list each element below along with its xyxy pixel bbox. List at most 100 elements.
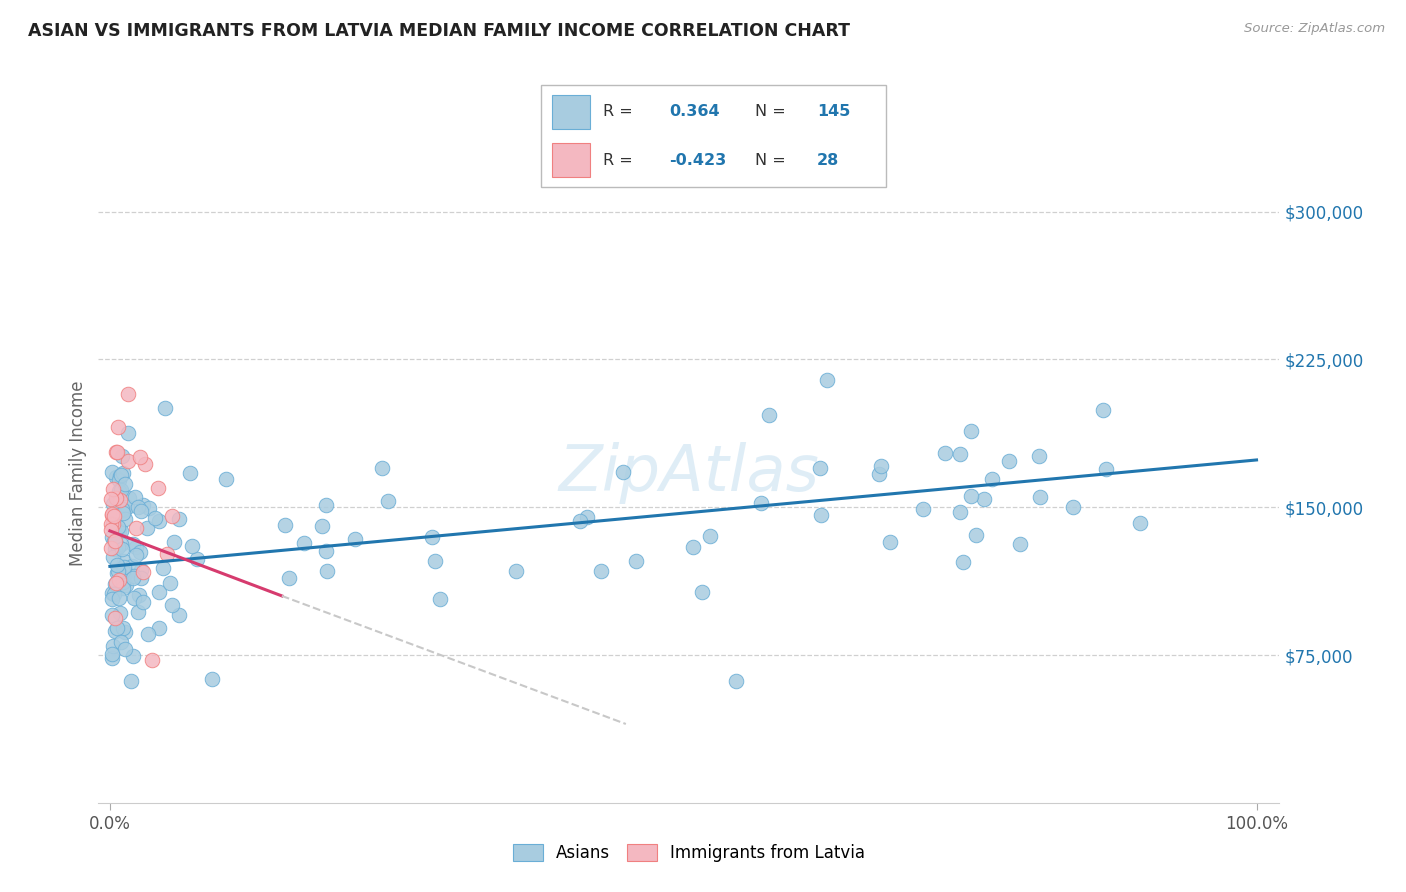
Point — [117, 454, 139, 468]
Point — [124, 490, 146, 504]
Point — [110, 635, 132, 649]
Point — [117, 426, 139, 441]
Point — [101, 507, 124, 521]
Point — [973, 491, 995, 506]
Point — [128, 450, 150, 464]
Point — [143, 511, 166, 525]
Point — [105, 575, 128, 590]
Point — [103, 610, 125, 624]
Point — [105, 558, 128, 573]
Point — [1092, 402, 1115, 417]
Point — [124, 591, 146, 606]
Point — [315, 564, 337, 578]
Point — [101, 550, 124, 565]
Point — [107, 540, 129, 554]
Point — [100, 491, 122, 506]
Point — [156, 547, 179, 561]
Point — [125, 521, 148, 535]
Point — [132, 595, 155, 609]
Point — [810, 508, 832, 522]
Text: ASIAN VS IMMIGRANTS FROM LATVIA MEDIAN FAMILY INCOME CORRELATION CHART: ASIAN VS IMMIGRANTS FROM LATVIA MEDIAN F… — [28, 22, 851, 40]
Point — [148, 481, 170, 495]
Point — [129, 570, 152, 584]
Point — [114, 642, 136, 657]
Point — [724, 673, 747, 688]
Point — [121, 558, 143, 573]
Point — [132, 498, 155, 512]
Point — [960, 425, 983, 439]
Text: ZipAtlas: ZipAtlas — [558, 442, 820, 504]
Point — [114, 625, 136, 640]
Point — [105, 445, 128, 459]
Point — [105, 470, 128, 484]
Point — [114, 512, 136, 526]
Point — [101, 592, 124, 607]
Point — [148, 584, 170, 599]
Point — [159, 575, 181, 590]
Point — [107, 523, 129, 537]
Point — [815, 373, 838, 387]
Point — [105, 566, 128, 580]
Point — [311, 519, 333, 533]
Point — [160, 508, 183, 523]
Point — [129, 562, 152, 576]
Point — [112, 554, 135, 568]
Text: Source: ZipAtlas.com: Source: ZipAtlas.com — [1244, 22, 1385, 36]
Point — [111, 572, 134, 586]
Point — [422, 530, 444, 544]
Point — [377, 493, 399, 508]
Point — [292, 536, 315, 550]
Point — [125, 540, 148, 554]
Point — [591, 564, 613, 578]
Point — [107, 565, 129, 579]
Point — [980, 471, 1002, 485]
Point — [952, 555, 974, 569]
Point — [934, 445, 956, 459]
Point — [120, 673, 142, 688]
Point — [274, 518, 297, 533]
Text: 28: 28 — [817, 153, 839, 168]
Point — [624, 554, 647, 568]
Point — [111, 575, 134, 590]
Point — [152, 561, 174, 575]
Text: 0.364: 0.364 — [669, 104, 720, 120]
Point — [870, 459, 893, 474]
Point — [111, 466, 134, 480]
Point — [749, 496, 772, 510]
Text: 145: 145 — [817, 104, 851, 120]
Point — [108, 474, 131, 488]
Point — [129, 545, 152, 559]
Point — [129, 504, 152, 518]
Point — [101, 647, 124, 661]
Legend: Asians, Immigrants from Latvia: Asians, Immigrants from Latvia — [505, 836, 873, 871]
Point — [1029, 490, 1052, 504]
Point — [110, 467, 132, 482]
Point — [111, 501, 134, 516]
Point — [912, 502, 935, 516]
Point — [111, 506, 134, 520]
Point — [315, 499, 337, 513]
Point — [100, 516, 122, 531]
Point — [179, 466, 201, 480]
Point — [105, 621, 128, 635]
Point — [111, 542, 134, 557]
Point — [110, 483, 132, 498]
Point — [576, 509, 599, 524]
Point — [278, 571, 301, 585]
Point — [103, 587, 125, 601]
Point — [612, 465, 634, 479]
Point — [107, 519, 129, 533]
Bar — [551, 95, 589, 128]
Point — [690, 585, 713, 599]
Point — [758, 408, 780, 422]
Point — [104, 624, 127, 639]
Text: -0.423: -0.423 — [669, 153, 725, 168]
Point — [122, 568, 145, 582]
Point — [141, 653, 163, 667]
Point — [136, 627, 159, 641]
Point — [105, 445, 128, 459]
Point — [110, 524, 132, 538]
Point — [114, 477, 136, 491]
Point — [108, 493, 131, 508]
Point — [1010, 537, 1032, 551]
